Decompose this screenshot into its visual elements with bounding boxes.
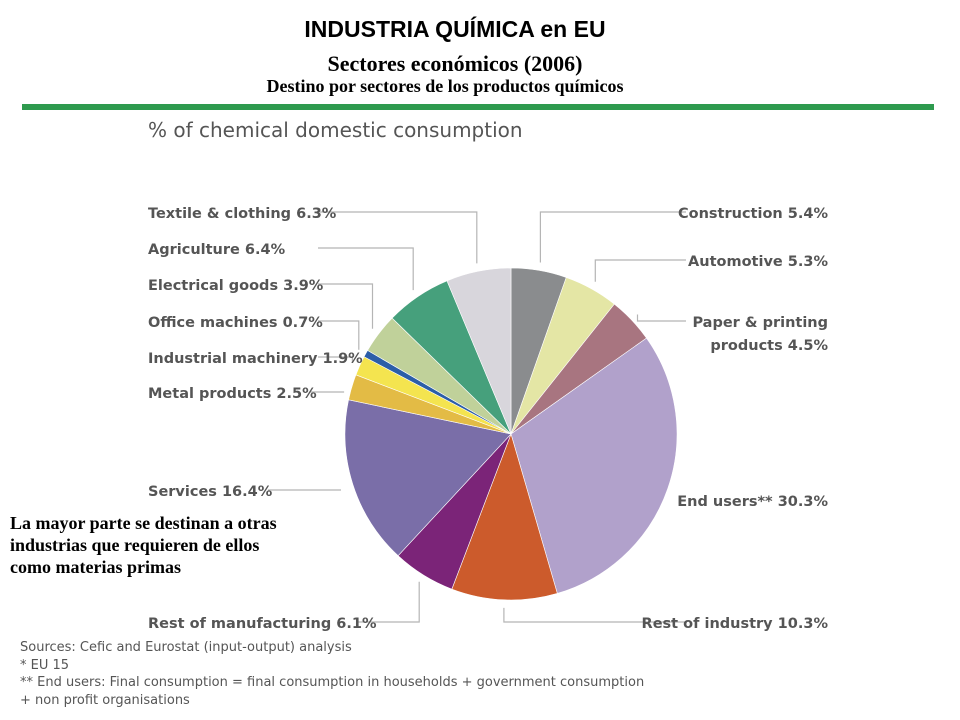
slice-label: products 4.5% [710,338,828,354]
note-line: como materias primas [10,557,181,577]
note-line: La mayor parte se destinan a otras [10,513,277,533]
slice-label: Metal products 2.5% [148,386,317,402]
pie-slice [344,399,512,557]
sources-line: ** End users: Final consumption = final … [20,675,645,690]
leader-line [318,283,374,329]
page-subtitle: Sectores económicos (2006) [327,51,583,76]
leader-line [503,607,686,623]
leader-line [539,211,686,263]
slice-label: Office machines 0.7% [148,315,323,331]
leader-line [318,320,360,350]
sources-footnote: Sources: Cefic and Eurostat (input-outpu… [20,639,644,709]
pie-slice [451,433,558,601]
slice-label: Construction 5.4% [678,206,828,222]
leader-line [318,211,478,264]
leader-line [318,247,414,291]
slice-label: Services 16.4% [148,484,273,500]
page-subtitle-secondary: Destino por sectores de los productos qu… [266,76,624,96]
slice-label: Industrial machinery 1.9% [148,351,363,367]
chart-title: % of chemical domestic consumption [148,118,523,142]
note-line: industrias que requieren de ellos [10,535,260,555]
pie-slice [446,267,512,435]
pie-slice [510,337,678,594]
header-divider [22,104,934,110]
slice-label: Agriculture 6.4% [148,242,286,258]
slice-label: Rest of manufacturing 6.1% [148,616,377,632]
slice-label: Textile & clothing 6.3% [148,206,337,222]
sources-line: Sources: Cefic and Eurostat (input-outpu… [20,640,352,655]
slice-label: Electrical goods 3.9% [148,278,324,294]
leader-line [636,314,686,322]
slice-label: Paper & printing [692,315,828,331]
slice-label: End users** 30.3% [677,494,828,510]
leader-line [594,259,686,282]
slice-label: Rest of industry 10.3% [642,616,829,632]
leader-line [318,356,353,363]
leader-line [358,581,420,623]
sources-line: + non profit organisations [20,692,190,708]
page-title: INDUSTRIA QUÍMICA en EU [304,16,606,42]
note-text: La mayor parte se destinan a otras indus… [10,512,380,578]
sources-line: * EU 15 [20,657,70,673]
slice-label: Automotive 5.3% [688,254,828,270]
